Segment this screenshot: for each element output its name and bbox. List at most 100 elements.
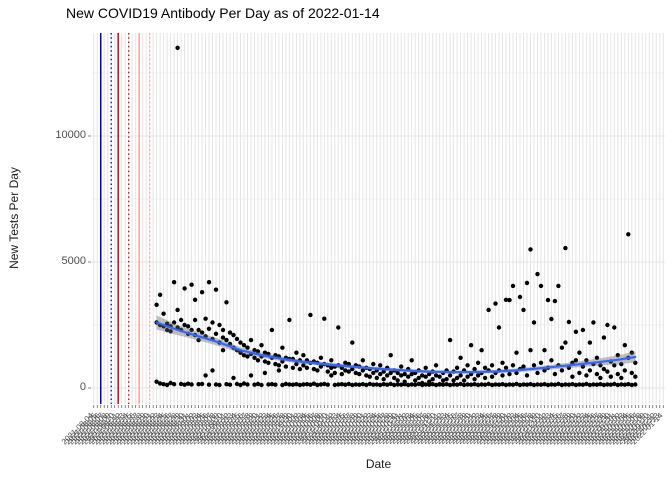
scatter-point: [399, 364, 404, 369]
scatter-point: [192, 297, 198, 302]
scatter-point: [633, 382, 638, 387]
scatter-point: [238, 340, 243, 345]
scatter-point: [503, 297, 509, 302]
scatter-point: [559, 368, 565, 373]
scatter-point: [409, 382, 414, 387]
scatter-point: [416, 381, 421, 387]
y-tick-label: 10000: [55, 129, 86, 141]
scatter-point: [378, 371, 383, 377]
scatter-point: [507, 297, 512, 303]
scatter-point: [633, 374, 638, 379]
scatter-point: [178, 381, 184, 387]
scatter-point: [605, 369, 610, 374]
scatter-point: [308, 382, 313, 387]
scatter-point: [322, 316, 327, 321]
scatter-point: [531, 320, 537, 325]
scatter-point: [559, 382, 565, 388]
scatter-point: [210, 320, 215, 325]
scatter-point: [175, 45, 180, 50]
scatter-point: [290, 382, 296, 387]
scatter-point: [262, 370, 268, 376]
scatter-point: [472, 377, 477, 382]
scatter-point: [629, 370, 634, 376]
scatter-point: [427, 382, 432, 387]
scatter-point: [371, 370, 376, 376]
scatter-point: [570, 382, 575, 387]
scatter-point: [381, 382, 386, 387]
scatter-point: [486, 381, 491, 387]
scatter-point: [178, 317, 184, 323]
scatter-point: [315, 368, 320, 373]
scatter-point: [294, 382, 299, 387]
scatter-point: [468, 343, 474, 348]
scatter-point: [591, 382, 596, 387]
scatter-point: [608, 382, 613, 387]
scatter-point: [507, 371, 512, 377]
scatter-point: [283, 381, 289, 387]
scatter-point: [615, 371, 620, 377]
scatter-point: [601, 366, 607, 372]
scatter-point: [157, 292, 163, 297]
scatter-point: [594, 382, 600, 387]
scatter-point: [556, 283, 561, 289]
scatter-point: [500, 360, 505, 365]
scatter-point: [224, 300, 229, 305]
scatter-point: [395, 370, 400, 376]
scatter-point: [591, 320, 596, 325]
scatter-point: [343, 382, 348, 387]
scatter-point: [433, 363, 439, 368]
scatter-point: [206, 326, 212, 331]
scatter-point: [206, 382, 212, 387]
scatter-point: [385, 373, 390, 378]
scatter-point: [343, 360, 348, 365]
axis-tick-marks: [88, 135, 664, 408]
scatter-point: [241, 353, 247, 358]
scatter-point: [217, 382, 222, 388]
scatter-point: [580, 327, 586, 333]
scatter-point: [217, 322, 222, 328]
scatter-point: [486, 307, 491, 313]
scatter-point: [273, 353, 278, 358]
scatter-point: [339, 382, 344, 387]
scatter-point: [580, 364, 586, 369]
scatter-point: [273, 361, 278, 367]
scatter-point: [489, 382, 495, 388]
scatter-point: [336, 325, 341, 330]
scatter-point: [304, 382, 310, 387]
scatter-point: [447, 382, 453, 388]
scatter-point: [542, 382, 547, 387]
scatter-point: [381, 377, 386, 382]
scatter-point: [220, 335, 226, 340]
scatter-point: [192, 317, 198, 323]
y-tick-label: 0: [79, 381, 86, 393]
scatter-point: [245, 354, 250, 359]
scatter-point: [168, 380, 173, 386]
scatter-point: [385, 382, 390, 387]
scatter-point: [308, 312, 313, 318]
scatter-point: [437, 374, 442, 379]
scatter-point: [353, 370, 358, 376]
scatter-point: [318, 355, 324, 360]
scatter-point: [381, 369, 386, 374]
scatter-point: [154, 302, 159, 307]
scatter-point: [367, 381, 372, 387]
scatter-point: [413, 378, 418, 383]
scatter-point: [472, 366, 477, 372]
scatter-point: [343, 368, 348, 373]
scatter-point: [392, 375, 397, 381]
scatter-point: [528, 348, 533, 353]
scatter-point: [388, 381, 393, 387]
scatter-point: [510, 363, 516, 368]
scatter-point: [245, 382, 250, 387]
scatter-point: [252, 348, 257, 353]
scatter-point: [521, 382, 526, 387]
scatter-point: [234, 381, 240, 387]
scatter-point: [461, 382, 467, 388]
smooth-line: [155, 321, 637, 374]
scatter-point: [406, 374, 411, 379]
scatter-point: [182, 382, 187, 387]
scatter-point: [371, 382, 376, 387]
scatter-point: [430, 377, 435, 382]
scatter-point: [420, 382, 425, 388]
scatter-point: [545, 382, 551, 388]
